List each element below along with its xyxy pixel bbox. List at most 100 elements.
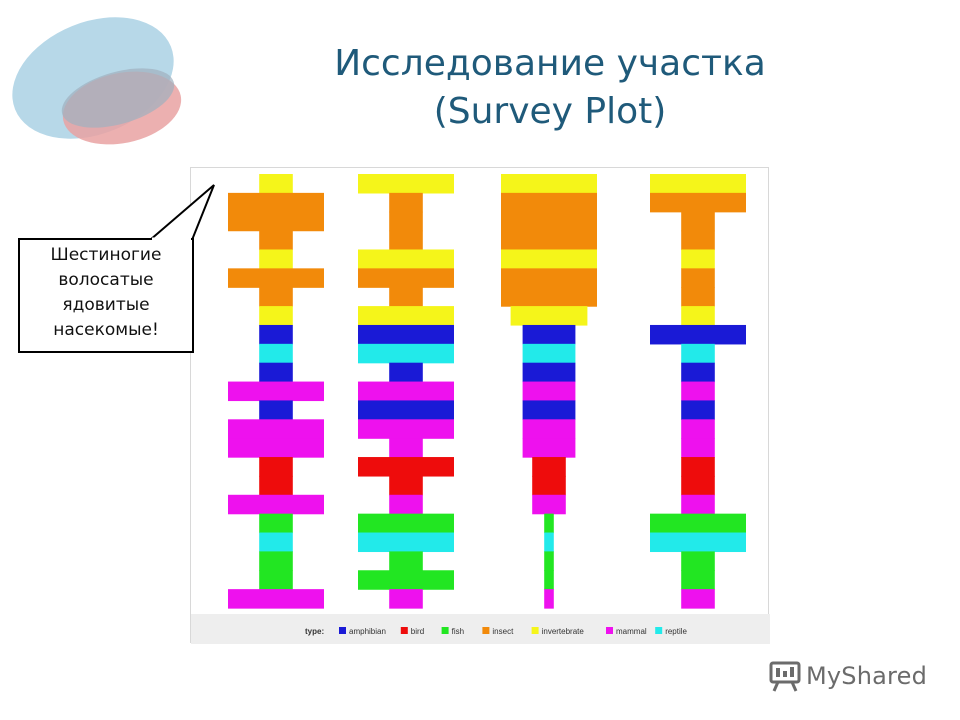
survey-bar-hair [259,475,293,496]
survey-bar-hair [228,419,324,439]
survey-bar-venomous [681,268,715,288]
survey-bar-hair [228,192,324,213]
survey-bar-venomous [681,457,715,477]
callout-line-2: волосатые [58,270,154,290]
survey-bar-legs [522,324,576,345]
survey-bar-predator [389,362,423,383]
survey-bar-hair [259,324,293,345]
legend-label-reptile: reptile [665,627,687,636]
survey-plot-svg: hairpredatorlegsvenomoustype:amphibianbi… [191,174,770,644]
survey-bar-predator [358,249,454,269]
survey-bar-hair [259,306,293,326]
survey-bar-hair [259,230,293,251]
survey-bar-predator [358,419,454,439]
survey-bar-hair [259,400,293,420]
survey-bar-predator [389,475,423,496]
survey-bar-legs [522,381,576,402]
survey-bar-legs [522,343,576,364]
survey-bar-legs [522,438,576,458]
survey-bar-legs [501,230,597,251]
survey-bar-legs [522,400,576,420]
survey-bar-hair [228,381,324,402]
survey-bar-legs [532,475,566,496]
survey-bar-legs [501,211,597,232]
watermark: MyShared [768,656,927,696]
survey-bar-venomous [681,343,715,364]
title-line-2: (Survey Plot) [433,91,667,132]
survey-bar-predator [358,570,454,590]
survey-bar-venomous [681,362,715,383]
legend-label-fish: fish [452,627,464,636]
survey-bar-hair [259,343,293,364]
survey-bar-venomous [650,174,746,194]
survey-bar-predator [358,343,454,364]
survey-bar-hair [228,589,324,609]
survey-bar-predator [389,551,423,571]
survey-bar-hair [228,268,324,288]
survey-bar-legs [501,287,597,307]
survey-bar-predator [358,532,454,553]
survey-bar-legs [501,268,597,288]
survey-bar-predator [389,589,423,609]
survey-bar-predator [358,174,454,194]
survey-bar-venomous [681,438,715,458]
survey-bar-predator [358,306,454,326]
survey-bar-hair [228,438,324,458]
survey-bar-venomous [681,249,715,269]
survey-bar-legs [522,362,576,383]
survey-bar-hair [259,551,293,571]
callout-line-4: насекомые! [53,320,159,340]
survey-bar-hair [259,570,293,590]
survey-bar-venomous [681,475,715,496]
survey-bar-predator [389,287,423,307]
legend-label-invertebrate: invertebrate [542,627,585,636]
survey-bar-legs [532,494,566,515]
survey-bar-legs [544,513,554,534]
title-line-1: Исследование участка [334,43,766,84]
survey-bar-predator [358,268,454,288]
survey-bar-predator [389,211,423,232]
survey-bar-venomous [650,513,746,534]
survey-bar-predator [358,381,454,402]
survey-bar-hair [228,211,324,232]
survey-bar-hair [228,494,324,515]
survey-bar-venomous [650,324,746,345]
legend-swatch-amphibian [339,627,346,634]
survey-bar-legs [544,532,554,553]
survey-bar-hair [259,362,293,383]
legend-label-bird: bird [411,627,424,636]
legend-label-insect: insect [492,627,514,636]
legend-label-mammal: mammal [616,627,647,636]
presentation-icon [769,661,801,692]
slide-title: Исследование участка (Survey Plot) [290,40,810,136]
survey-bar-venomous [681,230,715,251]
survey-bar-predator [358,457,454,477]
legend-swatch-reptile [655,627,663,634]
survey-bar-venomous [681,306,715,326]
survey-bar-hair [259,174,293,194]
survey-bar-predator [389,438,423,458]
survey-bar-legs [510,306,588,326]
callout-line-1: Шестиногие [50,245,162,265]
legend-swatch-fish [441,627,449,634]
survey-bar-venomous [650,192,746,213]
survey-bar-legs [544,589,554,609]
survey-bar-legs [501,174,597,194]
gray-oval [61,68,175,128]
legend-background [191,614,770,644]
legend-swatch-invertebrate [531,627,539,634]
legend-swatch-mammal [606,627,613,634]
survey-bar-predator [358,400,454,420]
legend-label-amphibian: amphibian [349,627,386,636]
survey-bar-venomous [681,419,715,439]
survey-bar-hair [259,513,293,534]
survey-bar-legs [544,551,554,571]
legend-swatch-insect [482,627,490,634]
survey-bar-venomous [681,551,715,571]
legend-title: type: [305,627,324,636]
survey-bar-predator [389,192,423,213]
survey-bar-predator [389,230,423,251]
survey-bar-legs [544,570,554,590]
survey-bar-hair [259,457,293,477]
survey-bar-predator [389,494,423,515]
